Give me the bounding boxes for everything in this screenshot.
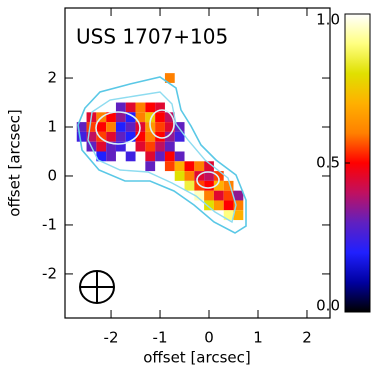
pixel	[233, 190, 244, 201]
pixel	[164, 112, 175, 123]
chart-title: USS 1707+105	[76, 25, 228, 49]
pixel	[204, 200, 214, 211]
x-tick-label: -1	[153, 329, 168, 347]
pixel	[213, 171, 224, 181]
pixel	[213, 200, 224, 211]
contour-mid	[87, 91, 237, 224]
pixel	[115, 122, 126, 132]
pixel	[184, 161, 195, 172]
pixel	[213, 190, 224, 201]
pixel	[106, 141, 116, 152]
y-tick-label: 0	[47, 166, 57, 184]
pixel	[164, 161, 175, 172]
pixel	[135, 112, 146, 123]
pixel	[164, 131, 175, 142]
pixel	[155, 141, 165, 152]
pixel	[125, 122, 136, 132]
pixel	[76, 131, 87, 142]
x-tick-label: -2	[104, 329, 119, 347]
contour-inner	[149, 109, 175, 139]
pixel	[204, 161, 214, 172]
pixel	[86, 122, 97, 132]
pixel	[233, 200, 244, 211]
x-axis-label: offset [arcsec]	[143, 349, 250, 367]
pixel	[204, 171, 214, 181]
pixel	[223, 210, 234, 221]
pixel	[194, 190, 205, 201]
y-tick-label: 2	[47, 69, 57, 87]
x-tick-label: 0	[204, 329, 214, 347]
pixel	[164, 151, 175, 162]
contour-inner	[196, 171, 220, 189]
pixel	[106, 131, 116, 142]
pixel	[96, 122, 107, 132]
pixel	[155, 112, 165, 123]
pixel	[125, 112, 136, 123]
pixel	[145, 151, 156, 162]
pixel	[115, 112, 126, 123]
contours	[77, 76, 247, 234]
beam	[79, 270, 115, 304]
pixel	[145, 112, 156, 123]
pixel	[145, 131, 156, 142]
colorbar-tick-label: 1.0	[316, 11, 340, 29]
pixel	[96, 131, 107, 142]
colorbar-tick-label: 0.5	[316, 154, 340, 172]
pixel	[194, 161, 205, 172]
contour-inner	[95, 111, 141, 145]
pixel	[106, 151, 116, 162]
colorbar-tick-label: 0.0	[316, 297, 340, 315]
pixel	[155, 151, 165, 162]
pixel	[155, 131, 165, 142]
pixel	[115, 102, 126, 113]
pixel	[174, 151, 185, 162]
x-tick-label: 2	[302, 329, 312, 347]
pixel	[223, 190, 234, 201]
pixel	[213, 180, 224, 191]
pixel	[86, 131, 97, 142]
pixel	[164, 73, 175, 83]
pixel	[204, 180, 214, 191]
pixel	[125, 131, 136, 142]
pixel	[115, 141, 126, 152]
y-axis-label: offset [arcsec]	[6, 109, 24, 216]
x-tick-label: 1	[253, 329, 263, 347]
pixel	[115, 131, 126, 142]
pixel	[96, 141, 107, 152]
pixel	[145, 102, 156, 113]
pixel	[135, 131, 146, 142]
pixel	[145, 161, 156, 172]
pixel	[184, 180, 195, 191]
cell-layer	[76, 73, 244, 221]
pixel	[135, 102, 146, 113]
pixel	[233, 210, 244, 221]
pixel	[164, 141, 175, 152]
pixel	[145, 141, 156, 152]
pixel	[106, 122, 116, 132]
pixel	[184, 171, 195, 181]
pixel	[223, 200, 234, 211]
pixel	[174, 171, 185, 181]
pixel	[174, 131, 185, 142]
pixel	[164, 122, 175, 132]
pixel	[135, 141, 146, 152]
pixel	[125, 151, 136, 162]
plot-frame	[64, 7, 331, 319]
y-tick-label: -1	[42, 215, 57, 233]
y-tick-label: 1	[47, 118, 57, 136]
pixel	[155, 122, 165, 132]
pixel	[96, 151, 107, 162]
pixel	[223, 180, 234, 191]
pixel	[204, 190, 214, 201]
pixel	[174, 161, 185, 172]
pixel	[174, 122, 185, 132]
contour-outer	[77, 76, 247, 234]
y-tick-label: -2	[42, 264, 57, 282]
pixel	[125, 102, 136, 113]
pixel	[76, 122, 87, 132]
pixel	[155, 102, 165, 113]
pixel	[106, 112, 116, 123]
